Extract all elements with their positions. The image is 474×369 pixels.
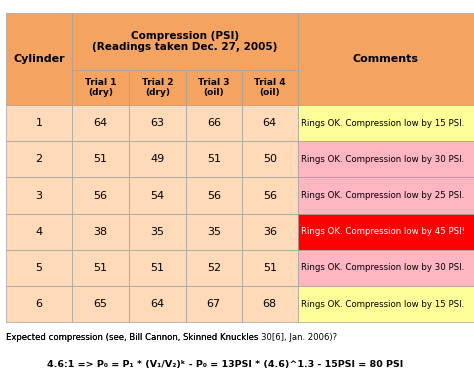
Bar: [129, 141, 186, 177]
Text: 52: 52: [207, 263, 221, 273]
Bar: [242, 286, 298, 322]
Text: 63: 63: [150, 118, 164, 128]
Text: 5: 5: [36, 263, 43, 273]
Text: 64: 64: [263, 118, 277, 128]
Text: Expected compression (see, Bill Cannon, Skinned Knuckles: Expected compression (see, Bill Cannon, …: [6, 333, 261, 342]
Text: 49: 49: [150, 154, 164, 165]
Bar: [242, 70, 298, 105]
Bar: [72, 286, 129, 322]
Text: 51: 51: [93, 154, 108, 165]
Text: 35: 35: [150, 227, 164, 237]
Text: 2: 2: [36, 154, 43, 165]
Bar: [6, 286, 72, 322]
Bar: [186, 177, 242, 214]
Text: Rings OK. Compression low by 15 PSI.: Rings OK. Compression low by 15 PSI.: [301, 300, 465, 308]
Text: Trial 3
(oil): Trial 3 (oil): [198, 78, 229, 97]
Text: 4.6:1 => P₀ = P₁ * (V₁/V₂)ᵏ - P₀ = 13PSI * (4.6)^1.3 - 15PSI = 80 PSI: 4.6:1 => P₀ = P₁ * (V₁/V₂)ᵏ - P₀ = 13PSI…: [47, 360, 404, 369]
Bar: [6, 177, 72, 214]
Bar: [129, 214, 186, 250]
Text: Compression (PSI)
(Readings taken Dec. 27, 2005): Compression (PSI) (Readings taken Dec. 2…: [92, 31, 278, 52]
Text: 56: 56: [93, 190, 108, 201]
Text: 51: 51: [263, 263, 277, 273]
Bar: [72, 105, 129, 141]
Bar: [242, 177, 298, 214]
Text: 64: 64: [150, 299, 164, 309]
Text: Rings OK. Compression low by 30 PSI.: Rings OK. Compression low by 30 PSI.: [301, 263, 465, 272]
Bar: [129, 250, 186, 286]
Bar: [242, 141, 298, 177]
Text: 3: 3: [36, 190, 43, 201]
Bar: [186, 105, 242, 141]
Text: Cylinder: Cylinder: [13, 54, 65, 64]
Text: Trial 2
(dry): Trial 2 (dry): [142, 78, 173, 97]
Text: 64: 64: [93, 118, 108, 128]
Text: 67: 67: [207, 299, 221, 309]
Bar: [186, 214, 242, 250]
Bar: [298, 141, 474, 177]
Bar: [129, 70, 186, 105]
Bar: [72, 13, 298, 70]
Text: Comments: Comments: [353, 54, 419, 64]
Text: 51: 51: [150, 263, 164, 273]
Bar: [72, 214, 129, 250]
Bar: [129, 177, 186, 214]
Bar: [6, 13, 72, 105]
Bar: [72, 141, 129, 177]
Bar: [242, 105, 298, 141]
Bar: [298, 250, 474, 286]
Bar: [72, 250, 129, 286]
Text: 6: 6: [36, 299, 43, 309]
Text: 65: 65: [93, 299, 108, 309]
Bar: [186, 70, 242, 105]
Text: Trial 4
(oil): Trial 4 (oil): [254, 78, 285, 97]
Bar: [129, 105, 186, 141]
Text: 66: 66: [207, 118, 221, 128]
Text: 35: 35: [207, 227, 221, 237]
Text: 51: 51: [93, 263, 108, 273]
Bar: [298, 214, 474, 250]
Bar: [242, 214, 298, 250]
Text: 56: 56: [207, 190, 221, 201]
Text: 51: 51: [207, 154, 221, 165]
Text: 4: 4: [36, 227, 43, 237]
Text: Expected compression (see, Bill Cannon, Skinned Knuckles 30[6], Jan. 2006)?: Expected compression (see, Bill Cannon, …: [6, 333, 337, 342]
Bar: [242, 250, 298, 286]
Bar: [6, 141, 72, 177]
Bar: [186, 250, 242, 286]
Bar: [6, 250, 72, 286]
Bar: [298, 105, 474, 141]
Bar: [186, 286, 242, 322]
Bar: [298, 13, 474, 105]
Text: 1: 1: [36, 118, 43, 128]
Text: Rings OK. Compression low by 45 PSI!: Rings OK. Compression low by 45 PSI!: [301, 227, 465, 236]
Text: 56: 56: [263, 190, 277, 201]
Text: Rings OK. Compression low by 30 PSI.: Rings OK. Compression low by 30 PSI.: [301, 155, 465, 164]
Text: Rings OK. Compression low by 25 PSI.: Rings OK. Compression low by 25 PSI.: [301, 191, 465, 200]
Bar: [6, 214, 72, 250]
Bar: [129, 286, 186, 322]
Text: Trial 1
(dry): Trial 1 (dry): [85, 78, 116, 97]
Text: Rings OK. Compression low by 15 PSI.: Rings OK. Compression low by 15 PSI.: [301, 119, 465, 128]
Text: 68: 68: [263, 299, 277, 309]
Bar: [186, 141, 242, 177]
Bar: [6, 105, 72, 141]
Bar: [72, 177, 129, 214]
Text: 54: 54: [150, 190, 164, 201]
Bar: [298, 286, 474, 322]
Text: 38: 38: [93, 227, 108, 237]
Text: 36: 36: [263, 227, 277, 237]
Bar: [298, 177, 474, 214]
Bar: [72, 70, 129, 105]
Text: 50: 50: [263, 154, 277, 165]
